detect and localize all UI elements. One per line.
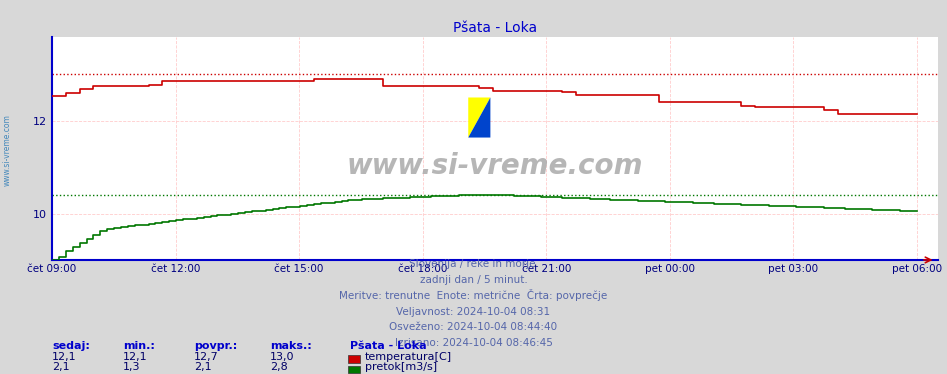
Text: sedaj:: sedaj: (52, 341, 90, 350)
Text: min.:: min.: (123, 341, 155, 350)
Text: temperatura[C]: temperatura[C] (365, 352, 452, 362)
Text: 2,1: 2,1 (52, 362, 70, 372)
Text: 13,0: 13,0 (270, 352, 295, 362)
Text: 2,8: 2,8 (270, 362, 288, 372)
Text: www.si-vreme.com: www.si-vreme.com (347, 153, 643, 181)
Text: zadnji dan / 5 minut.: zadnji dan / 5 minut. (420, 275, 527, 285)
Text: maks.:: maks.: (270, 341, 312, 350)
Text: Veljavnost: 2024-10-04 08:31: Veljavnost: 2024-10-04 08:31 (397, 307, 550, 316)
Text: www.si-vreme.com: www.si-vreme.com (3, 114, 12, 186)
Text: Izrisano: 2024-10-04 08:46:45: Izrisano: 2024-10-04 08:46:45 (395, 338, 552, 348)
Text: Osveženo: 2024-10-04 08:44:40: Osveženo: 2024-10-04 08:44:40 (389, 322, 558, 332)
Text: 2,1: 2,1 (194, 362, 212, 372)
Text: 12,1: 12,1 (52, 352, 77, 362)
Text: Meritve: trenutne  Enote: metrične  Črta: povprečje: Meritve: trenutne Enote: metrične Črta: … (339, 289, 608, 301)
Text: pretok[m3/s]: pretok[m3/s] (365, 362, 437, 372)
Text: 1,3: 1,3 (123, 362, 140, 372)
Text: povpr.:: povpr.: (194, 341, 238, 350)
Polygon shape (468, 98, 491, 138)
Title: Pšata - Loka: Pšata - Loka (453, 21, 537, 35)
Text: Slovenija / reke in morje.: Slovenija / reke in morje. (408, 260, 539, 269)
Polygon shape (468, 98, 491, 138)
Text: 12,7: 12,7 (194, 352, 219, 362)
Text: 12,1: 12,1 (123, 352, 148, 362)
Text: Pšata - Loka: Pšata - Loka (350, 341, 427, 350)
